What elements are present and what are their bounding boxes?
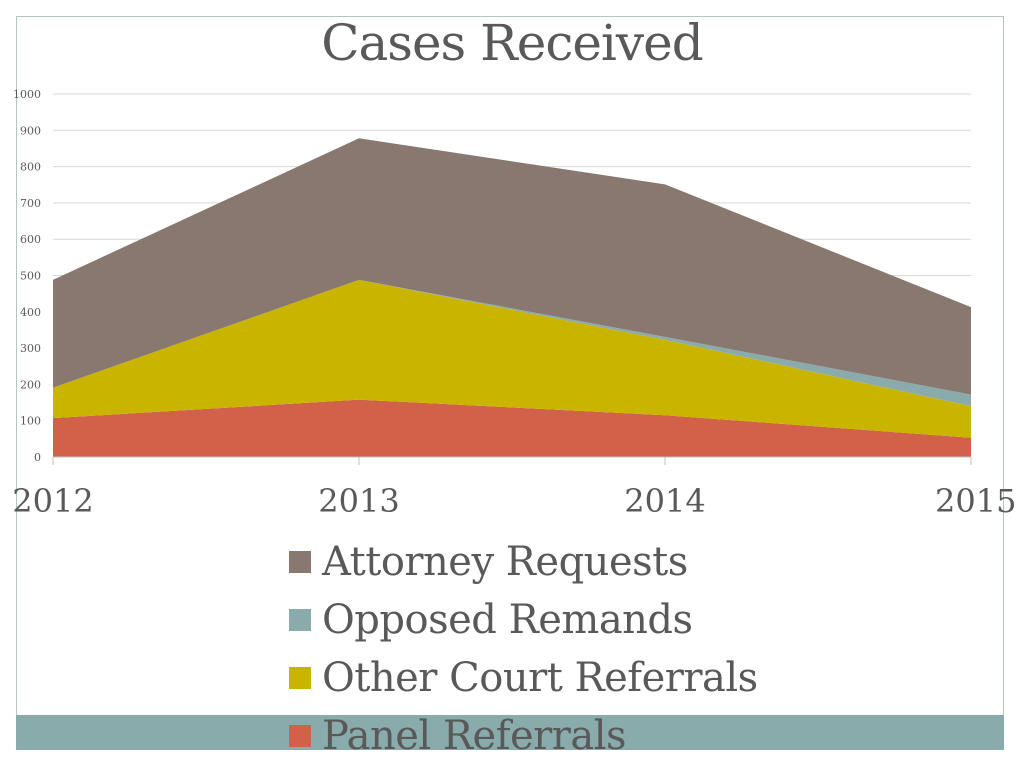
chart-title: Cases Received (321, 14, 704, 72)
x-tick-label: 2013 (318, 482, 399, 520)
legend-label: Opposed Remands (322, 597, 693, 643)
legend-swatch (289, 725, 311, 747)
y-tick-label: 300 (20, 342, 41, 355)
y-tick-label: 400 (20, 306, 41, 319)
axes (52, 456, 972, 465)
x-tick-label: 2014 (624, 482, 705, 520)
x-tick-labels: 2012 2013 2014 2015 (12, 482, 1016, 520)
legend-item: Opposed Remands (289, 591, 829, 649)
footer-band (16, 715, 1004, 750)
area-attorney-requests (53, 138, 971, 395)
y-tick-label: 1000 (13, 88, 41, 101)
legend: Attorney Requests Opposed Remands Other Co… (289, 533, 829, 765)
y-tick-label: 0 (34, 451, 41, 464)
y-tick-label: 600 (20, 233, 41, 246)
x-tick-label: 2015 (935, 482, 1016, 520)
y-tick-label: 800 (20, 161, 41, 174)
legend-label: Attorney Requests (322, 539, 688, 585)
y-tick-label: 200 (20, 378, 41, 391)
y-tick-labels: 0 100 200 300 400 500 600 700 800 900 1000 (13, 88, 41, 464)
y-tick-label: 100 (20, 415, 41, 428)
y-tick-label: 500 (20, 270, 41, 283)
y-tick-label: 700 (20, 197, 41, 210)
legend-swatch (289, 667, 311, 689)
y-tick-label: 900 (20, 124, 41, 137)
x-tick-label: 2012 (12, 482, 93, 520)
area-other-court-referrals (53, 279, 971, 438)
legend-swatch (289, 609, 311, 631)
legend-label: Other Court Referrals (322, 655, 758, 701)
legend-item: Other Court Referrals (289, 649, 829, 707)
legend-label: Panel Referrals (322, 713, 627, 759)
legend-swatch (289, 551, 311, 573)
legend-item: Attorney Requests (289, 533, 829, 591)
area-panel-referrals (53, 399, 971, 457)
series-areas (53, 138, 971, 457)
legend-item: Panel Referrals (289, 707, 829, 765)
